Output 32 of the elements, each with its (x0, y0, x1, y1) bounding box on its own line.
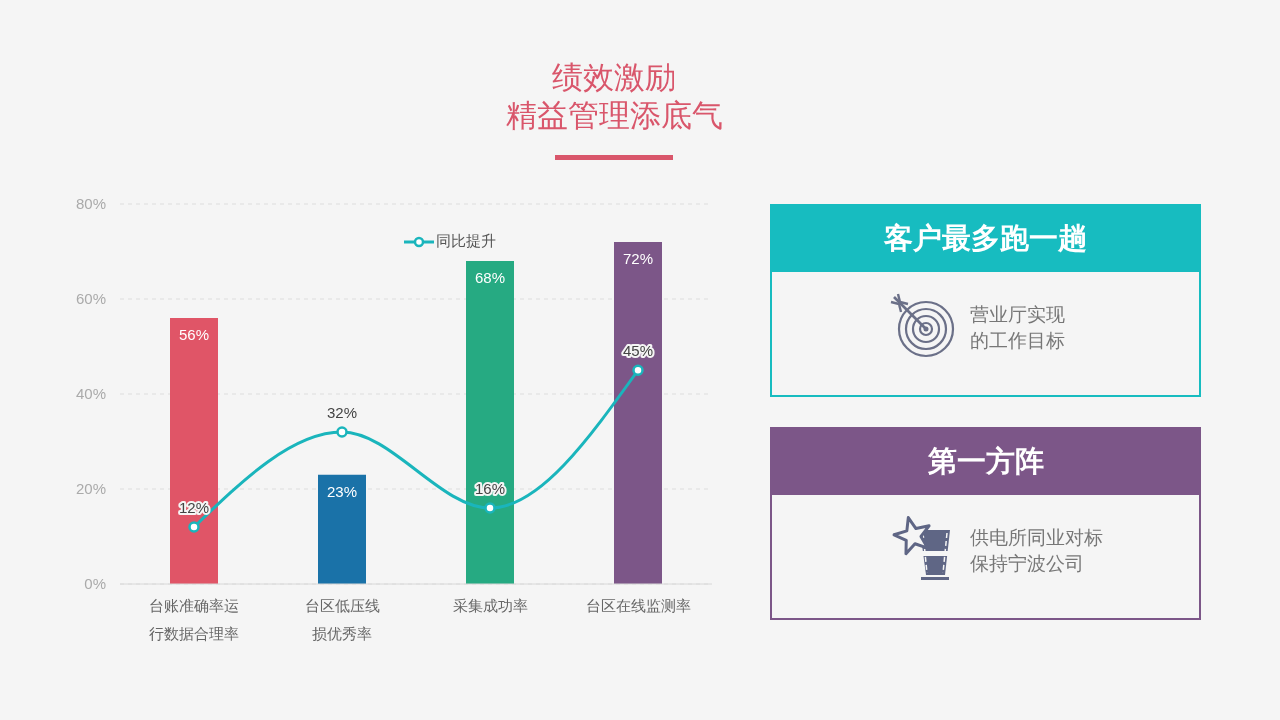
text: 供电所同业对标保持宁波公司 (970, 527, 1103, 574)
bar (318, 474, 366, 584)
data-label: 32% (326, 404, 358, 421)
y-tick-label: 40% (75, 385, 106, 403)
point (188, 521, 200, 533)
x-tick-label: 台区在线监测率 (585, 597, 691, 614)
text: 营业厅实现的工作目标 (970, 304, 1065, 351)
data-label: 16% (474, 480, 506, 497)
data-label: 56% (178, 326, 210, 343)
y-tick-label: 0% (84, 575, 106, 593)
x-tick-label: 采集成功率 (452, 597, 528, 614)
bar (170, 318, 218, 584)
legend-label: 同比提升 (436, 232, 496, 249)
data-label: 12% (178, 499, 210, 516)
data-label: 45% (622, 342, 654, 360)
point (336, 426, 348, 438)
bar (466, 261, 514, 584)
chart-title: 绩效激励 (552, 60, 676, 95)
data-label: 23% (326, 482, 358, 500)
bar (614, 242, 662, 584)
x-tick-label: 台账准确率运行数据合理率 (149, 597, 239, 642)
y-tick-label: 20% (75, 480, 106, 498)
text: 第一方阵 (927, 444, 1044, 479)
point (484, 502, 496, 514)
point (632, 364, 644, 376)
x-tick-label: 台区低压线损优秀率 (304, 597, 380, 642)
y-tick-label: 60% (75, 290, 106, 308)
data-label: 68% (474, 269, 506, 286)
text: 客户最多跑一趟 (884, 221, 1087, 256)
data-label: 72% (622, 250, 654, 267)
y-tick-label: 80% (75, 195, 106, 213)
chart-subtitle: 精益管理添底气 (505, 98, 723, 133)
